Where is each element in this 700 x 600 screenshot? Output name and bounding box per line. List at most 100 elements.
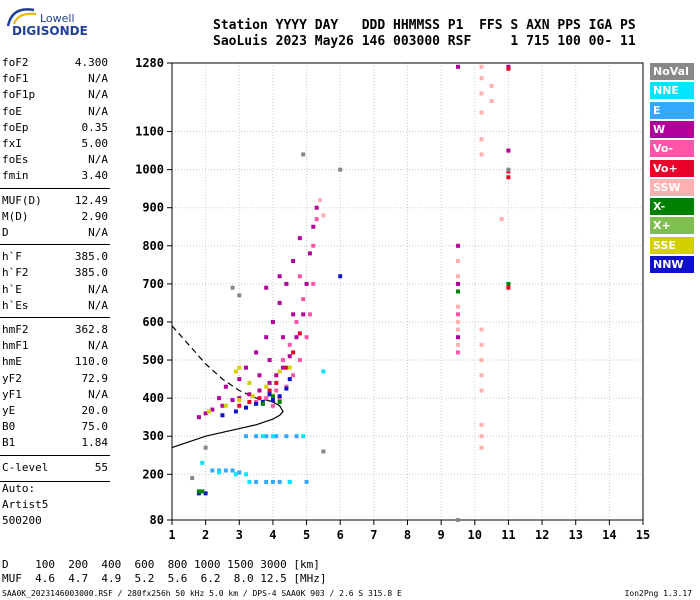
echo-point bbox=[254, 350, 259, 355]
param-name: foF1p bbox=[2, 88, 36, 102]
param-row: h`E N/A bbox=[2, 283, 108, 299]
legend-item-voplus: Vo+ bbox=[650, 159, 694, 177]
legend-item-nne: NNE bbox=[650, 82, 694, 100]
echo-point bbox=[455, 518, 460, 522]
echo-point bbox=[506, 175, 511, 180]
echo-point bbox=[301, 312, 306, 317]
param-value: N/A bbox=[88, 104, 108, 118]
echo-point bbox=[247, 399, 252, 404]
grid-layer bbox=[172, 63, 643, 520]
param-row: h`F 385.0 bbox=[2, 250, 108, 266]
x-tick-label: 14 bbox=[602, 528, 616, 542]
legend-item-sse: SSE bbox=[650, 236, 694, 254]
echo-point bbox=[217, 470, 222, 475]
param-value: 0.35 bbox=[81, 120, 109, 134]
echo-point bbox=[223, 384, 228, 389]
topside-profile bbox=[171, 325, 267, 401]
muf-distance-row: D 100 200 400 600 800 1000 1500 3000 [km… bbox=[2, 558, 320, 571]
echo-point bbox=[223, 403, 228, 408]
echo-point bbox=[506, 281, 511, 286]
y-tick-label: 800 bbox=[142, 239, 164, 253]
param-value: 385.0 bbox=[74, 250, 108, 264]
echo-point bbox=[277, 274, 282, 279]
echo-point bbox=[301, 434, 306, 439]
legend-item-ssw: SSW bbox=[650, 178, 694, 196]
echo-point bbox=[314, 205, 319, 210]
echo-point bbox=[233, 472, 238, 477]
echo-point bbox=[479, 434, 484, 439]
echo-point bbox=[479, 342, 484, 347]
param-value: N/A bbox=[88, 282, 108, 296]
echo-point bbox=[455, 319, 460, 324]
param-value: 2.90 bbox=[81, 209, 109, 223]
echo-point bbox=[203, 445, 208, 450]
param-value: N/A bbox=[88, 72, 108, 86]
echo-point bbox=[196, 489, 201, 494]
param-value: N/A bbox=[88, 387, 108, 401]
echo-point bbox=[479, 445, 484, 450]
echo-point bbox=[230, 285, 235, 290]
legend-item-nnw: NNW bbox=[650, 256, 694, 273]
param-row: yF1 N/A bbox=[2, 388, 108, 404]
echo-point bbox=[311, 243, 316, 248]
echo-point bbox=[301, 152, 306, 157]
echo-point bbox=[294, 434, 299, 439]
param-row: fmin 3.40 bbox=[2, 169, 108, 185]
param-name: yE bbox=[2, 404, 16, 417]
echo-point bbox=[277, 479, 282, 484]
echo-point bbox=[244, 405, 249, 410]
param-row: B0 75.0 bbox=[2, 420, 108, 436]
echo-point bbox=[257, 396, 262, 401]
param-row: yE 20.0 bbox=[2, 404, 108, 420]
param-row: hmE 110.0 bbox=[2, 355, 108, 371]
y-tick-label: 400 bbox=[142, 391, 164, 405]
param-row: foE N/A bbox=[2, 105, 108, 121]
echo-point bbox=[264, 285, 269, 290]
param-value: 75.0 bbox=[81, 420, 109, 434]
x-tick-label: 3 bbox=[236, 528, 243, 542]
echo-point bbox=[267, 392, 272, 397]
echo-point bbox=[479, 152, 484, 157]
param-row: foF1p N/A bbox=[2, 88, 108, 104]
echo-point bbox=[277, 300, 282, 305]
x-tick-label: 13 bbox=[568, 528, 582, 542]
echo-point bbox=[301, 297, 306, 302]
param-value: 4.300 bbox=[74, 56, 108, 69]
echo-point bbox=[203, 491, 208, 496]
legend-item-e: E bbox=[650, 101, 694, 119]
echo-point bbox=[264, 335, 269, 340]
echo-point bbox=[196, 415, 201, 420]
echo-point bbox=[294, 319, 299, 324]
echo-point bbox=[267, 380, 272, 385]
echo-point bbox=[291, 373, 296, 378]
echo-point bbox=[297, 236, 302, 241]
echo-point bbox=[270, 398, 275, 403]
y-tick-label: 1000 bbox=[135, 163, 164, 177]
echo-point bbox=[277, 369, 282, 374]
echo-point bbox=[210, 407, 215, 412]
param-row: h`Es N/A bbox=[2, 299, 108, 315]
echo-point bbox=[233, 409, 238, 414]
x-tick-label: 1 bbox=[168, 528, 175, 542]
y-tick-label: 300 bbox=[142, 429, 164, 443]
echo-point bbox=[284, 281, 289, 286]
echo-point bbox=[257, 373, 262, 378]
echo-point bbox=[479, 91, 484, 96]
param-value: 5.00 bbox=[81, 137, 109, 150]
echo-point bbox=[455, 350, 460, 355]
param-name: M(D) bbox=[2, 209, 29, 223]
echo-point bbox=[264, 396, 269, 401]
echo-point bbox=[479, 64, 484, 69]
param-row: D N/A bbox=[2, 226, 108, 242]
echo-point bbox=[455, 312, 460, 317]
param-name: h`Es bbox=[2, 298, 29, 312]
param-row: foEs N/A bbox=[2, 153, 108, 169]
x-tick-label: 7 bbox=[370, 528, 377, 542]
param-name: MUF(D) bbox=[2, 193, 42, 207]
echo-point bbox=[281, 365, 286, 370]
y-tick-label: 1100 bbox=[135, 125, 164, 139]
echo-point bbox=[223, 468, 228, 473]
x-tick-label: 2 bbox=[202, 528, 209, 542]
echo-point bbox=[260, 434, 265, 439]
echo-point bbox=[281, 358, 286, 363]
